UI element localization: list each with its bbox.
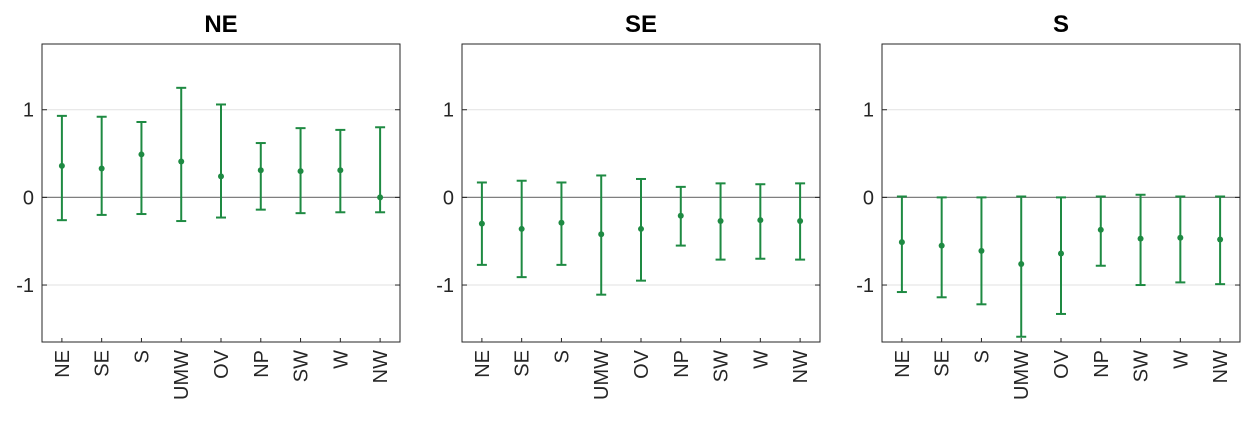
x-tick-label: SE xyxy=(512,350,534,377)
y-tick-label: 0 xyxy=(443,187,454,209)
data-point xyxy=(478,220,485,227)
chart-title: S xyxy=(1053,11,1069,38)
data-point xyxy=(717,218,724,225)
data-point xyxy=(638,225,644,232)
data-point xyxy=(1018,260,1025,267)
data-point xyxy=(1217,236,1224,243)
data-point xyxy=(58,162,65,169)
x-tick-label: S xyxy=(131,350,153,363)
data-point xyxy=(938,242,945,249)
data-point xyxy=(1097,226,1104,233)
panel-se: -1 0 1 SE NE SE S UMW OV NP SW W NW xyxy=(436,11,821,400)
x-tick-label: SW xyxy=(1131,350,1153,382)
y-tick-label: -1 xyxy=(436,275,454,297)
x-tick-label: SW xyxy=(711,350,733,382)
x-tick-label: W xyxy=(750,350,772,369)
y-tick-label: -1 xyxy=(16,275,34,297)
x-tick-label: SE xyxy=(932,350,954,377)
data-point xyxy=(1177,234,1184,241)
x-tick-label: NW xyxy=(1210,350,1232,383)
data-point xyxy=(677,212,684,219)
x-tick-label: NE xyxy=(52,350,74,378)
y-tick-label: 1 xyxy=(23,100,34,122)
x-tick-label: UMW xyxy=(171,350,193,400)
x-tick-label: NP xyxy=(1091,350,1113,378)
panel-s: -1 0 1 S NE SE S UMW OV NP SW W NW xyxy=(856,11,1241,400)
x-tick-label: UMW xyxy=(591,350,613,400)
x-tick-label: NW xyxy=(370,350,392,383)
data-point xyxy=(297,168,304,175)
data-point xyxy=(598,231,605,238)
y-tick-label: 1 xyxy=(443,100,454,122)
x-tick-label: NW xyxy=(790,350,812,383)
x-tick-label: W xyxy=(1170,350,1192,369)
data-point xyxy=(98,165,105,172)
x-tick-label: NP xyxy=(671,350,693,378)
x-tick-label: S xyxy=(971,350,993,363)
x-tick-label: W xyxy=(330,350,352,369)
y-tick-label: 0 xyxy=(863,187,874,209)
y-tick-label: 1 xyxy=(863,100,874,122)
panel-ne: -1 0 1 NE NE SE S UMW OV NP SW W NW xyxy=(16,11,401,400)
data-point xyxy=(178,158,185,165)
data-point xyxy=(1137,235,1144,242)
data-point xyxy=(337,167,344,174)
data-point xyxy=(558,219,565,226)
data-point xyxy=(518,225,525,232)
x-tick-label: NE xyxy=(892,350,914,378)
data-point xyxy=(978,247,985,254)
x-tick-label: OV xyxy=(1051,349,1073,379)
data-point xyxy=(898,239,905,246)
y-tick-label: 0 xyxy=(23,187,34,209)
x-tick-label: NP xyxy=(251,350,273,378)
data-point xyxy=(377,194,384,201)
data-point xyxy=(1058,250,1064,257)
x-tick-label: S xyxy=(551,350,573,363)
x-tick-label: NE xyxy=(472,350,494,378)
x-tick-label: UMW xyxy=(1011,350,1033,400)
data-point xyxy=(797,218,804,225)
data-point xyxy=(138,151,145,158)
chart-title: NE xyxy=(204,11,237,38)
data-point xyxy=(757,217,764,224)
x-tick-label: SE xyxy=(92,350,114,377)
data-point xyxy=(257,167,264,174)
x-tick-label: OV xyxy=(631,349,653,379)
y-tick-label: -1 xyxy=(856,275,874,297)
data-point xyxy=(218,173,224,180)
chart-title: SE xyxy=(625,11,657,38)
x-tick-label: OV xyxy=(211,349,233,379)
x-tick-label: SW xyxy=(291,350,313,382)
